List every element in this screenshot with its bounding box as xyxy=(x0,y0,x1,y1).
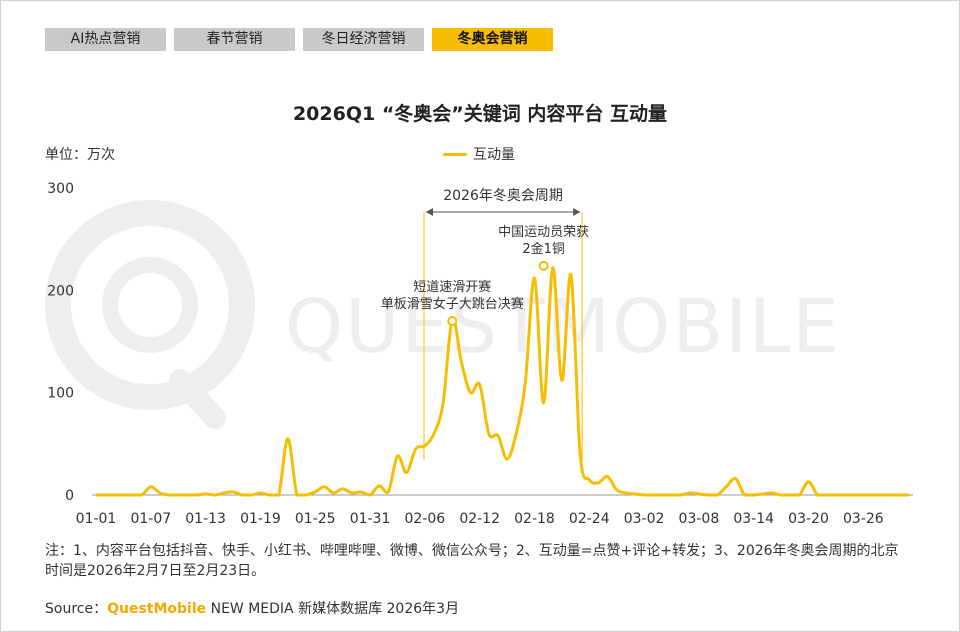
annotation-text: 2金1铜 xyxy=(522,241,565,257)
x-tick-label: 03-02 xyxy=(624,511,665,527)
x-tick-label: 01-07 xyxy=(130,511,171,527)
annotation-text: 短道速滑开赛 xyxy=(413,279,491,295)
y-tick-label: 200 xyxy=(47,283,74,299)
x-tick-label: 01-25 xyxy=(295,511,336,527)
unit-label: 单位：万次 xyxy=(45,147,115,163)
tab-spring-festival-marketing[interactable]: 春节营销 xyxy=(174,28,295,51)
footnote: 注：1、内容平台包括抖音、快手、小红书、哔哩哔哩、微博、微信公众号；2、互动量=… xyxy=(45,543,899,579)
chart-title: 2026Q1 “冬奥会”关键词 内容平台 互动量 xyxy=(292,103,668,125)
tab-ai-hot-marketing[interactable]: AI热点营销 xyxy=(45,28,166,51)
legend-label: 互动量 xyxy=(473,147,515,163)
legend: 互动量 xyxy=(443,144,515,164)
x-tick-label: 01-01 xyxy=(76,511,117,527)
x-tick-label: 01-13 xyxy=(185,511,226,527)
x-tick-label: 01-31 xyxy=(350,511,391,527)
period-arrow-left xyxy=(425,208,433,216)
x-tick-label: 02-12 xyxy=(459,511,500,527)
y-tick-label: 300 xyxy=(47,181,74,197)
x-tick-label: 02-18 xyxy=(514,511,555,527)
source-suffix: NEW MEDIA 新媒体数据库 2026年3月 xyxy=(206,601,460,617)
watermark-text: QUESTMOBILE xyxy=(285,284,841,370)
y-tick-label: 100 xyxy=(47,386,74,402)
annotation-text: 单板滑雪女子大跳台决赛 xyxy=(381,296,524,312)
tab-bar: AI热点营销 春节营销 冬日经济营销 冬奥会营销 xyxy=(45,28,553,51)
series-line-interaction-volume xyxy=(96,266,909,497)
annotation-marker xyxy=(447,316,458,327)
watermark-ring xyxy=(45,200,255,410)
source-line: Source：QuestMobile NEW MEDIA 新媒体数据库 2026… xyxy=(45,598,459,618)
x-tick-label: 03-26 xyxy=(843,511,884,527)
x-tick-label: 01-19 xyxy=(240,511,281,527)
watermark-tail xyxy=(169,369,226,429)
watermark-inner-ring xyxy=(102,257,198,353)
period-label: 2026年冬奥会周期 xyxy=(443,187,563,204)
x-tick-label: 03-14 xyxy=(733,511,774,527)
x-tick-label: 02-24 xyxy=(569,511,610,527)
x-tick-label: 02-06 xyxy=(405,511,446,527)
annotation-marker xyxy=(538,260,549,271)
chart-series xyxy=(96,266,909,497)
period-arrow-right xyxy=(573,208,581,216)
source-prefix: Source： xyxy=(45,601,108,617)
questmobile-watermark-logo: QUESTMOBILE xyxy=(45,200,841,429)
source-brand: QuestMobile xyxy=(107,601,207,617)
x-tick-label: 03-20 xyxy=(788,511,829,527)
x-tick-label: 03-08 xyxy=(679,511,720,527)
legend-line-swatch xyxy=(443,152,467,156)
annotation-text: 中国运动员荣获 xyxy=(498,225,589,240)
tab-winter-economy-marketing[interactable]: 冬日经济营销 xyxy=(303,28,424,51)
olympics-period-bracket: 2026年冬奥会周期 xyxy=(423,187,583,460)
tab-winter-olympics-marketing[interactable]: 冬奥会营销 xyxy=(432,28,553,51)
y-tick-label: 0 xyxy=(65,488,74,504)
